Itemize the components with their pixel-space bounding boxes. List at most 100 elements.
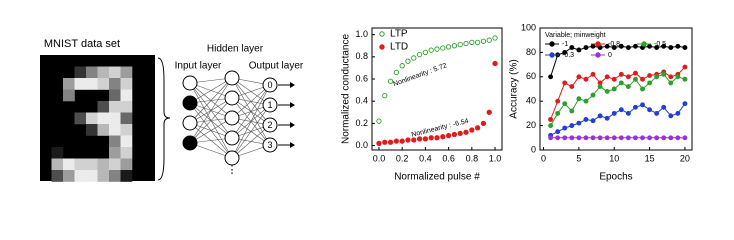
data-point xyxy=(399,138,405,144)
legend-label: LTD xyxy=(390,42,408,53)
legend-marker xyxy=(379,44,385,50)
edge xyxy=(231,84,271,139)
data-point xyxy=(618,71,624,77)
input-node xyxy=(182,135,198,151)
annotation: Nonlinearity : 5.72 xyxy=(392,62,448,88)
data-point xyxy=(618,80,624,86)
y-tick-label: 0.2 xyxy=(355,118,368,128)
data-point xyxy=(604,74,610,80)
data-point xyxy=(668,113,674,119)
data-point xyxy=(640,86,645,92)
output-node xyxy=(262,77,278,93)
data-point xyxy=(675,135,681,141)
data-point xyxy=(562,135,568,141)
data-point xyxy=(434,46,440,52)
data-point xyxy=(486,109,492,115)
data-point xyxy=(640,102,645,108)
data-point xyxy=(405,137,411,143)
y-tick-label: 100 xyxy=(521,22,536,32)
mnist-pixel xyxy=(120,124,133,136)
data-point xyxy=(661,43,667,49)
edge xyxy=(189,77,233,144)
legend-label: -0.8 xyxy=(608,41,620,48)
mnist-pixel xyxy=(120,135,133,148)
mnist-pixel xyxy=(63,78,75,90)
mnist-title: MNIST data set xyxy=(44,38,120,50)
data-point xyxy=(376,140,382,146)
data-point xyxy=(618,107,624,113)
mnist-pixel xyxy=(109,89,121,102)
data-point xyxy=(576,135,582,141)
data-point xyxy=(376,118,382,124)
data-point xyxy=(399,63,405,69)
data-point xyxy=(474,125,481,131)
data-point xyxy=(416,136,423,142)
mnist-pixel xyxy=(86,158,98,171)
data-point xyxy=(625,84,631,90)
data-point xyxy=(640,135,645,141)
data-point xyxy=(562,101,568,107)
y-tick-label: 0.8 xyxy=(355,51,368,61)
edge xyxy=(189,77,233,124)
data-point xyxy=(451,43,458,49)
data-point xyxy=(611,86,617,92)
hidden-node xyxy=(224,90,240,106)
legend-label: 0 xyxy=(608,52,612,59)
output-node xyxy=(262,137,278,153)
data-point xyxy=(640,76,645,82)
x-tick-label: 0.0 xyxy=(373,153,386,163)
input-node xyxy=(182,75,198,91)
data-point xyxy=(583,135,589,141)
data-point xyxy=(422,49,429,56)
input-node xyxy=(182,95,198,111)
data-point xyxy=(590,43,596,49)
data-point xyxy=(548,74,554,80)
mnist-pixel xyxy=(63,89,75,102)
y-tick-label: 0.4 xyxy=(355,96,368,106)
data-point xyxy=(576,96,582,102)
data-point xyxy=(428,135,434,141)
edge xyxy=(231,124,271,159)
legend-marker xyxy=(549,41,555,47)
legend-label: -1 xyxy=(562,41,568,48)
mnist-pixel xyxy=(63,158,75,171)
edge xyxy=(189,97,233,144)
mnist-pixel xyxy=(74,112,87,125)
legend-marker xyxy=(379,31,385,37)
data-point xyxy=(647,135,653,141)
data-point xyxy=(611,76,617,82)
data-point xyxy=(647,80,653,86)
data-point xyxy=(618,135,624,141)
mnist-pixel xyxy=(109,135,121,148)
mnist-pixel xyxy=(120,89,133,102)
data-point xyxy=(661,71,667,77)
x-tick-label: 15 xyxy=(645,153,655,163)
data-point xyxy=(411,137,417,143)
data-point xyxy=(569,108,575,114)
data-point xyxy=(492,35,498,41)
mnist-pixel xyxy=(120,78,133,90)
data-point xyxy=(682,101,688,107)
data-point xyxy=(569,45,575,50)
data-point xyxy=(597,135,603,141)
mnist-pixel xyxy=(51,158,64,171)
mnist-pixel xyxy=(109,170,121,182)
data-point xyxy=(469,127,475,133)
data-point xyxy=(668,80,674,86)
data-point xyxy=(597,113,603,119)
data-point xyxy=(590,92,596,98)
output-layer-label: Output layer xyxy=(249,61,304,72)
data-point xyxy=(590,71,596,77)
mnist-pixel xyxy=(74,66,87,79)
data-point xyxy=(668,74,674,80)
hidden-node xyxy=(224,150,240,166)
legend-marker xyxy=(641,41,647,47)
legend-label: LTP xyxy=(390,29,408,40)
y-tick-label: 80 xyxy=(526,47,536,57)
mnist-pixel xyxy=(86,170,98,182)
edge xyxy=(231,84,271,159)
mnist-pixel xyxy=(51,170,64,182)
data-point xyxy=(611,110,617,116)
data-point xyxy=(583,98,589,104)
data-point xyxy=(440,134,446,140)
